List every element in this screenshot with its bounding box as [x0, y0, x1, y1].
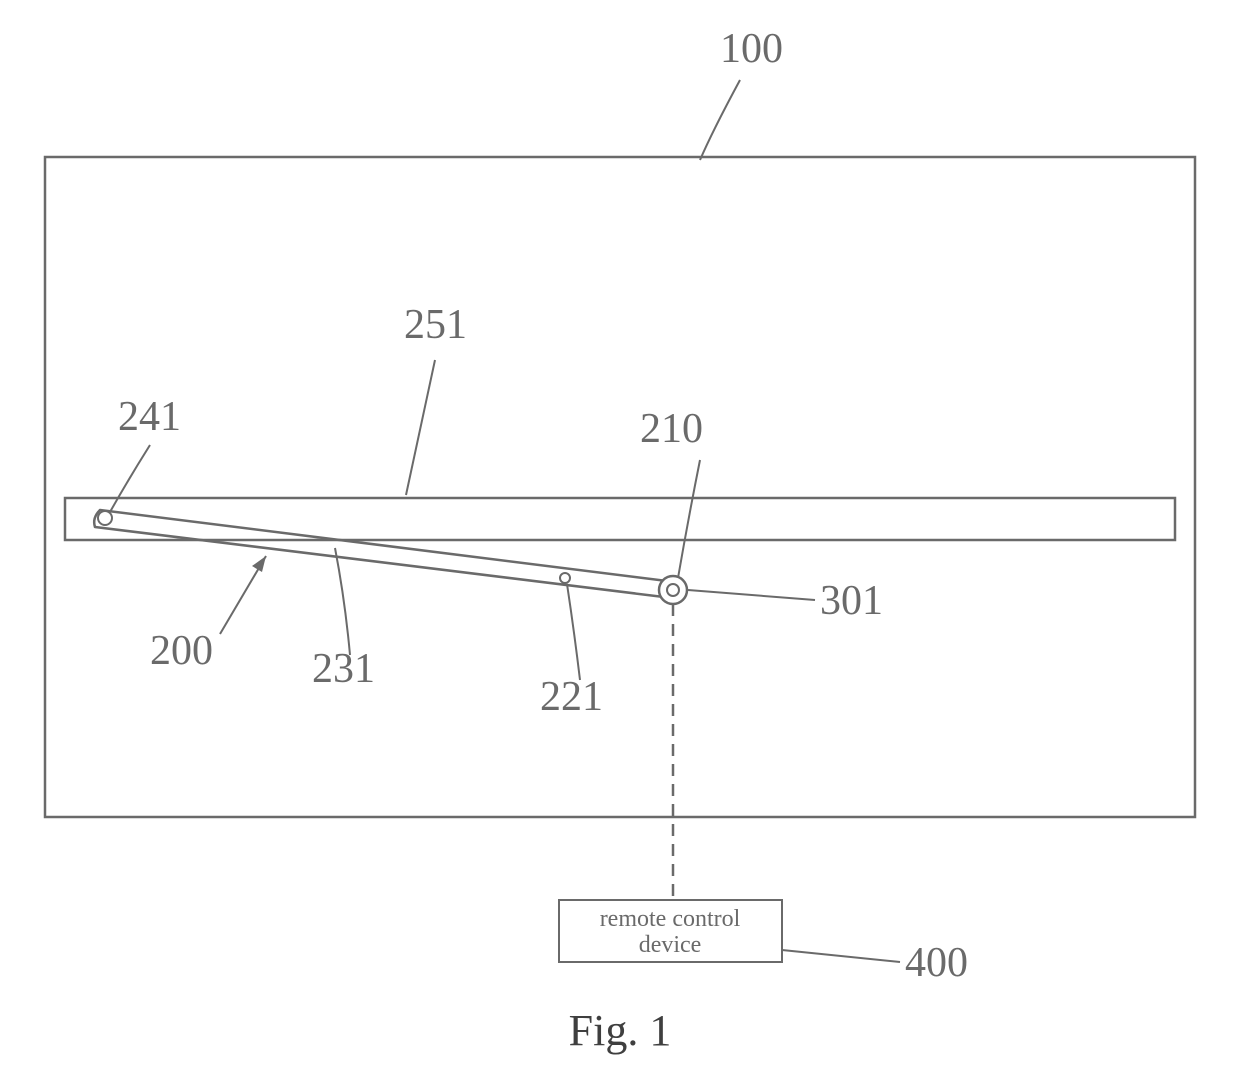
- ref-241: 241: [118, 394, 181, 440]
- arm-top-edge: [100, 510, 675, 582]
- ref-251: 251: [404, 302, 467, 348]
- ref-200: 200: [150, 628, 213, 674]
- ref-231: 231: [312, 646, 375, 692]
- leader-400: [782, 950, 900, 962]
- ref-301: 301: [820, 578, 883, 624]
- patent-figure: remote control device 100 251 241 210 30…: [0, 0, 1240, 1077]
- remote-control-label-line2: device: [639, 932, 702, 958]
- leader-251: [406, 360, 435, 495]
- leader-200-arrowhead: [252, 556, 266, 572]
- leader-221: [567, 584, 580, 680]
- slot-track: [65, 498, 1175, 540]
- leader-301: [688, 590, 815, 600]
- arm-bottom-edge: [95, 527, 672, 598]
- remote-control-label-line1: remote control: [600, 906, 741, 932]
- leader-231: [335, 548, 350, 655]
- pin-221: [560, 573, 570, 583]
- pivot-inner-circle: [667, 584, 679, 596]
- figure-caption: Fig. 1: [569, 1006, 672, 1055]
- leader-210: [678, 460, 700, 578]
- ref-210: 210: [640, 406, 703, 452]
- ref-100: 100: [720, 26, 783, 72]
- outer-enclosure: [45, 157, 1195, 817]
- ref-400: 400: [905, 940, 968, 986]
- ref-221: 221: [540, 674, 603, 720]
- leader-241: [110, 445, 150, 512]
- pin-241: [98, 511, 112, 525]
- leader-100: [700, 80, 740, 160]
